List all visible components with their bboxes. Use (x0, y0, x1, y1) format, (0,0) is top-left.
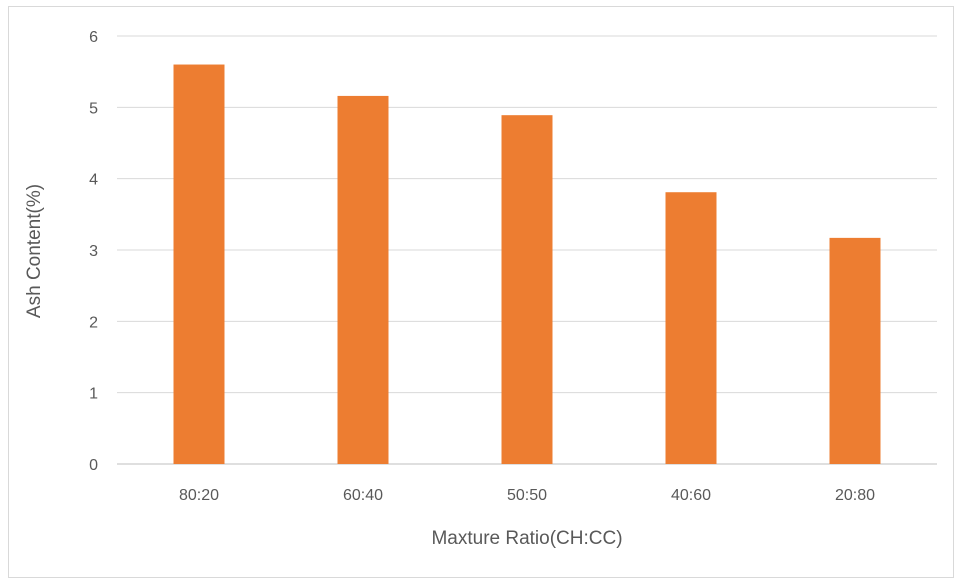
chart-frame (8, 6, 954, 578)
y-tick-label: 4 (89, 172, 98, 189)
y-tick-label: 5 (89, 100, 98, 117)
y-axis-title: Ash Content(%) (24, 184, 45, 318)
x-tick-label: 50:50 (507, 487, 547, 504)
x-axis-title: Maxture Ratio(CH:CC) (431, 528, 622, 549)
x-tick-label: 60:40 (343, 487, 383, 504)
x-tick-label: 20:80 (835, 487, 875, 504)
y-tick-labels: 0 1 2 3 4 5 6 (89, 29, 98, 474)
x-tick-labels: 80:20 60:40 50:50 40:60 20:80 (179, 487, 875, 504)
x-tick-label: 80:20 (179, 487, 219, 504)
bars (173, 64, 881, 465)
bar-80-20 (173, 64, 225, 465)
y-tick-label: 2 (89, 314, 98, 331)
bar-20-80 (829, 237, 881, 464)
y-tick-label: 6 (89, 29, 98, 46)
bar-50-50 (501, 115, 553, 465)
bar-60-40 (337, 95, 389, 465)
bar-40-60 (665, 192, 717, 464)
y-tick-label: 1 (89, 386, 98, 403)
y-tick-label: 0 (89, 457, 98, 474)
x-tick-label: 40:60 (671, 487, 711, 504)
y-tick-label: 3 (89, 243, 98, 260)
